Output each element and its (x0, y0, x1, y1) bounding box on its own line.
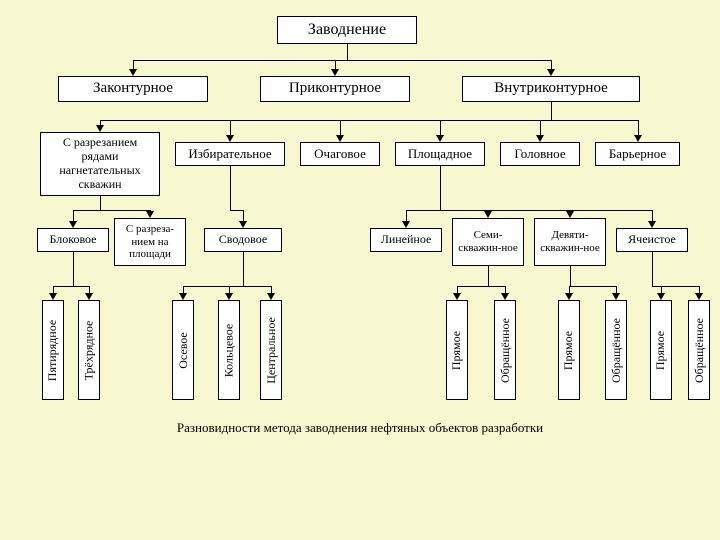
node-s9: Девяти-скважин-ное (534, 218, 606, 266)
node-pri: Приконтурное (260, 76, 410, 102)
node-s7: Семи-скважин-ное (452, 218, 524, 266)
node-blk: Блоковое (37, 228, 109, 252)
node-v6: Прямое (446, 300, 468, 400)
node-yac: Ячеистое (616, 228, 688, 252)
node-vnu: Внутриконтурное (462, 76, 640, 102)
node-bar: Барьерное (595, 142, 680, 166)
node-razr: С разрезанием рядами нагнетательных сква… (40, 132, 160, 196)
node-plo: Площадное (395, 142, 485, 166)
node-root: Заводнение (277, 16, 417, 44)
node-v9: Обращённое (605, 300, 627, 400)
node-rpl: С разреза-нием на площади (114, 218, 186, 266)
node-v2: Трёхрядное (78, 300, 100, 400)
node-och: Очаговое (300, 142, 380, 166)
node-v5: Центральное (260, 300, 282, 400)
caption: Разновидности метода заводнения нефтяных… (150, 420, 570, 436)
node-zak: Законтурное (58, 76, 208, 102)
node-v7: Обращённое (494, 300, 516, 400)
node-izb: Избирательное (175, 142, 285, 166)
node-svd: Сводовое (204, 228, 282, 252)
node-v8: Прямое (558, 300, 580, 400)
node-v11: Обращённое (688, 300, 710, 400)
node-v10: Прямое (650, 300, 672, 400)
node-v3: Осевое (172, 300, 194, 400)
node-v4: Кольцевое (218, 300, 240, 400)
node-gol: Головное (500, 142, 580, 166)
node-v1: Пятирядное (42, 300, 64, 400)
node-lin: Линейное (370, 228, 442, 252)
